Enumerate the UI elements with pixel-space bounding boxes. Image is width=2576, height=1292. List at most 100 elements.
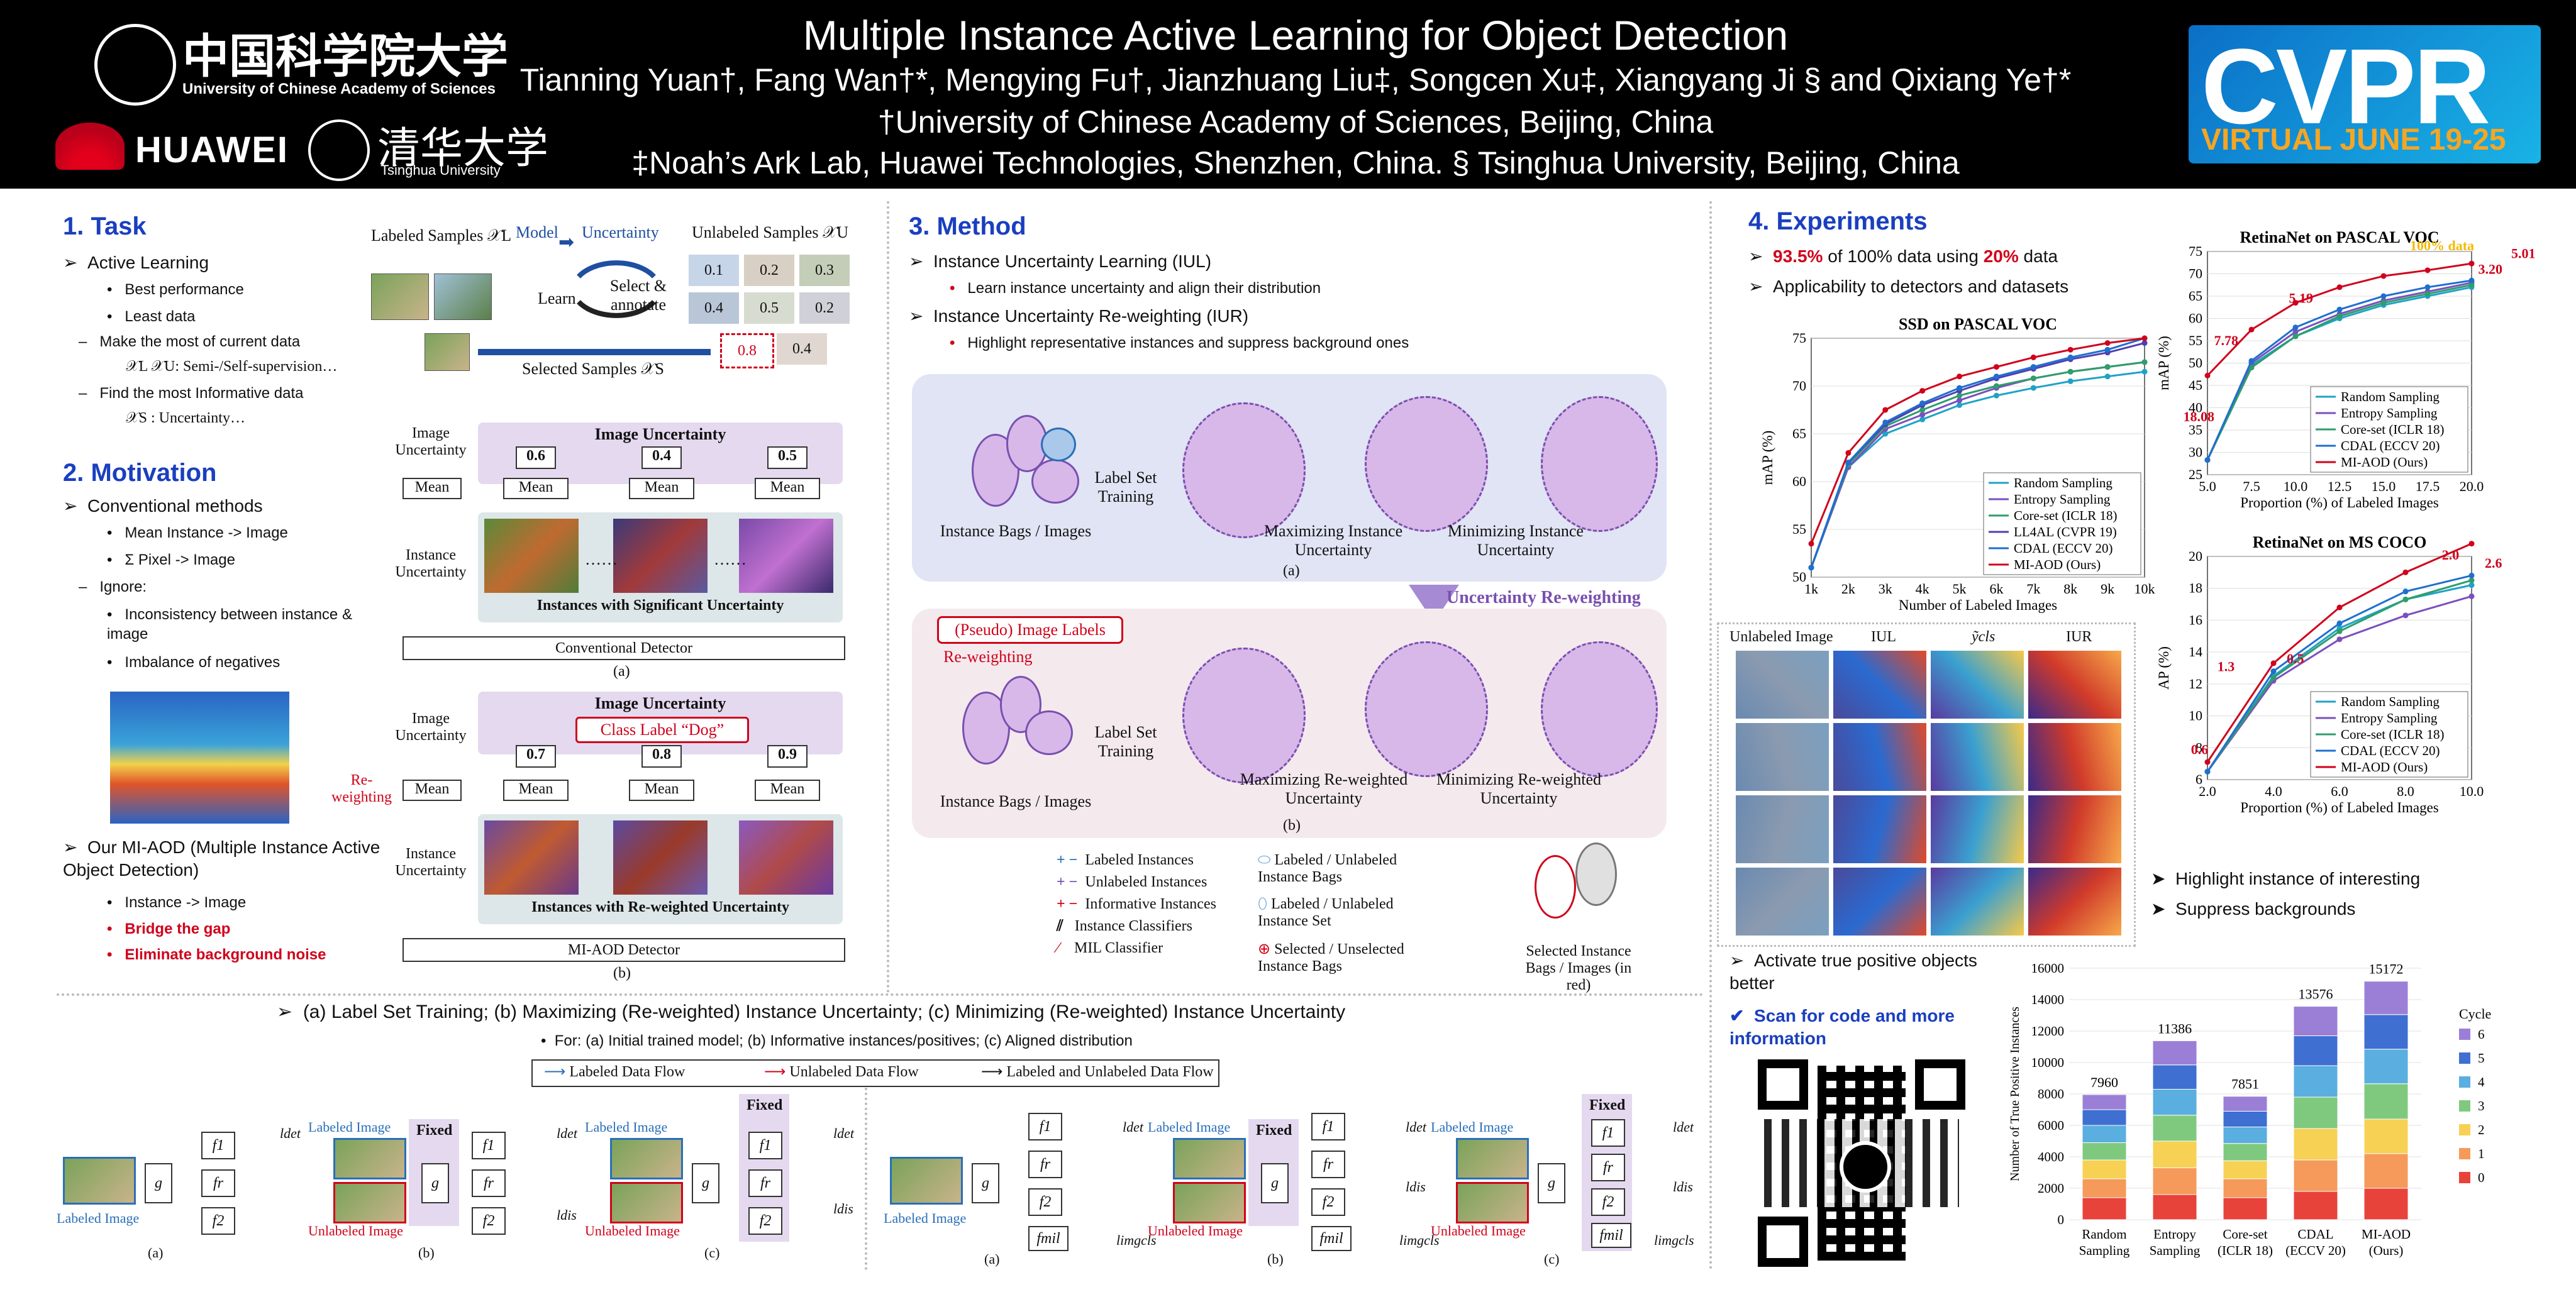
x-tick-label: Sampling [2150, 1243, 2201, 1258]
legend-box [2310, 386, 2468, 473]
data-point [2380, 293, 2387, 299]
legend-label: Entropy Sampling [2341, 406, 2438, 421]
x-tick-label: 2.0 [2199, 783, 2216, 799]
annotation-label: 2.0 [2442, 547, 2460, 563]
data-point [2468, 572, 2475, 578]
legend-label: Core-set (ICLR 18) [2014, 508, 2117, 523]
unlabeled-thumbnail [1736, 651, 1829, 719]
header-bar [0, 0, 2576, 189]
ucas-logo [94, 24, 176, 106]
backbone-g: g [692, 1163, 719, 1203]
labeled-samples-label: Labeled Samples 𝒳L [371, 226, 512, 245]
data-point [2468, 593, 2475, 599]
instance-bag [1041, 428, 1076, 461]
motivation-subitem: • Mean Instance -> Image [107, 524, 288, 541]
series-line [1810, 370, 2145, 568]
data-point [1993, 383, 1999, 389]
y-tick-label: 55 [1792, 521, 1806, 537]
our-method-item: ➢ Our MI-AOD (Multiple Instance Active O… [63, 837, 380, 880]
data-point [1957, 397, 1963, 404]
y-tick-label: 35 [2189, 422, 2202, 438]
data-point [2204, 372, 2211, 378]
bar-segment [2082, 1197, 2127, 1220]
data-point [2067, 346, 2074, 353]
bar-total-label: 7960 [2090, 1074, 2118, 1090]
method-iul-label: Instance Uncertainty Learning (IUL) [933, 251, 1212, 271]
x-tick-label: Core-set [2223, 1227, 2267, 1242]
y-tick-label: 10000 [2031, 1055, 2065, 1070]
annotation-label: 18.08 [2184, 409, 2215, 424]
score-cell-selected: 0.8 [720, 333, 774, 368]
divider-right [1709, 201, 1712, 1270]
mean-box: Mean [503, 780, 569, 801]
legend-item: ⬯ Labeled / Unlabeled Instance Set [1258, 896, 1394, 929]
method-iul-sub-label: Learn instance uncertainty and align the… [967, 280, 1321, 297]
data-point [2067, 378, 2074, 384]
heatmap-thumbnail [2028, 795, 2121, 863]
score-cell: 0.2 [799, 292, 850, 324]
classifier-f2: f2 [1311, 1188, 1345, 1216]
unlabeled-samples-label: Unlabeled Samples 𝒳U [692, 223, 849, 241]
selected-bag [1535, 855, 1576, 919]
bar-segment [2082, 1109, 2127, 1126]
chart-ssd-voc: SSD on PASCAL VOC 50 55 60 65 70 75 1k 2k 3k 4k 5k 6… [1760, 315, 2155, 613]
select-annotate-label: Select & annotate [609, 277, 667, 314]
y-tick-label: 8000 [2038, 1086, 2064, 1102]
data-point [2402, 588, 2409, 595]
x-tick-label: CDAL [2297, 1227, 2333, 1242]
caption-a: (a) [1283, 563, 1300, 579]
x-axis-label: Number of Labeled Images [1899, 597, 2057, 613]
ucas-logo-cn: 中国科学院大学 [182, 31, 508, 83]
labeled-image-label: Labeled Image [308, 1119, 391, 1135]
legend-swatch [2459, 1100, 2470, 1112]
instance-uncertainty-label: Instance Uncertainty [395, 547, 467, 580]
legend-label: Instance Classifiers [1074, 918, 1192, 934]
legend-item: ⬭ Labeled / Unlabeled Instance Bags [1258, 852, 1397, 885]
motivation-item-label: Mean Instance -> Image [125, 524, 288, 541]
legend-label: MIL Classifier [1074, 940, 1163, 956]
reweighting-label: Re-weighting [943, 648, 1033, 666]
data-point [2424, 290, 2431, 297]
classifier-fr: fr [1028, 1151, 1062, 1178]
y-tick-label: 70 [1792, 378, 1806, 394]
y-axis-label: AP (%) [2156, 646, 2172, 690]
chart-retinanet-coco: RetinaNet on MS COCO 6 8 10 12 14 16 18 20 2.0 4.0… [2156, 533, 2502, 815]
unlabeled-image-label: Unlabeled Image [308, 1223, 403, 1239]
x-tick-label: 15.0 [2372, 478, 2396, 494]
backbone-g: g [145, 1163, 172, 1203]
legend-box [1983, 472, 2141, 575]
x-tick-label: 5.0 [2199, 478, 2216, 494]
legend-swatch [2459, 1148, 2470, 1159]
classifier-fr: fr [201, 1169, 235, 1197]
bar-segment [2363, 1049, 2409, 1085]
instances-band-label: Instances with Significant Uncertainty [536, 597, 784, 614]
heatmap-thumbnail [1931, 795, 2024, 863]
activate-bullet: ➢ Activate true positive objects better [1729, 951, 1977, 993]
score-cell: 0.3 [799, 255, 850, 286]
divider-left [887, 201, 889, 993]
legend-label: 6 [2478, 1027, 2485, 1042]
bar-segment [2223, 1178, 2268, 1198]
task-subitem: • Best performance [107, 281, 244, 298]
flow-legend-item: ⟶ Unlabeled Data Flow [764, 1064, 919, 1080]
motivation-item: ➢ Conventional methods [63, 496, 263, 516]
qr-finder [1758, 1059, 1808, 1110]
scan-label: Scan for code and more information [1729, 1006, 1955, 1049]
flow-legend-label: Unlabeled Data Flow [789, 1064, 919, 1080]
legend-label: Labeled Instances [1085, 852, 1194, 868]
x-tick-label: 10.0 [2284, 478, 2308, 494]
y-tick-label: 6000 [2038, 1118, 2064, 1133]
our-method-label: Our MI-AOD (Multiple Instance Active Obj… [63, 837, 380, 880]
arch-diagram: Labeled Image g f1 fr f2 fmil ldet limgc… [877, 1094, 1701, 1270]
flow-legend [531, 1059, 1219, 1087]
instance-set [1541, 396, 1658, 532]
flow-legend-item: ⟶ Labeled and Unlabeled Data Flow [981, 1064, 1214, 1080]
data-point [2204, 759, 2211, 765]
data-point [2248, 358, 2255, 364]
arch-caption: (c) [704, 1245, 720, 1261]
our-subitem: • Eliminate background noise [107, 946, 326, 963]
y-tick-label: 50 [1792, 569, 1806, 585]
data-point [2292, 300, 2299, 306]
legend-label: CDAL (ECCV 20) [2014, 541, 2113, 556]
data-point [2030, 364, 2036, 370]
